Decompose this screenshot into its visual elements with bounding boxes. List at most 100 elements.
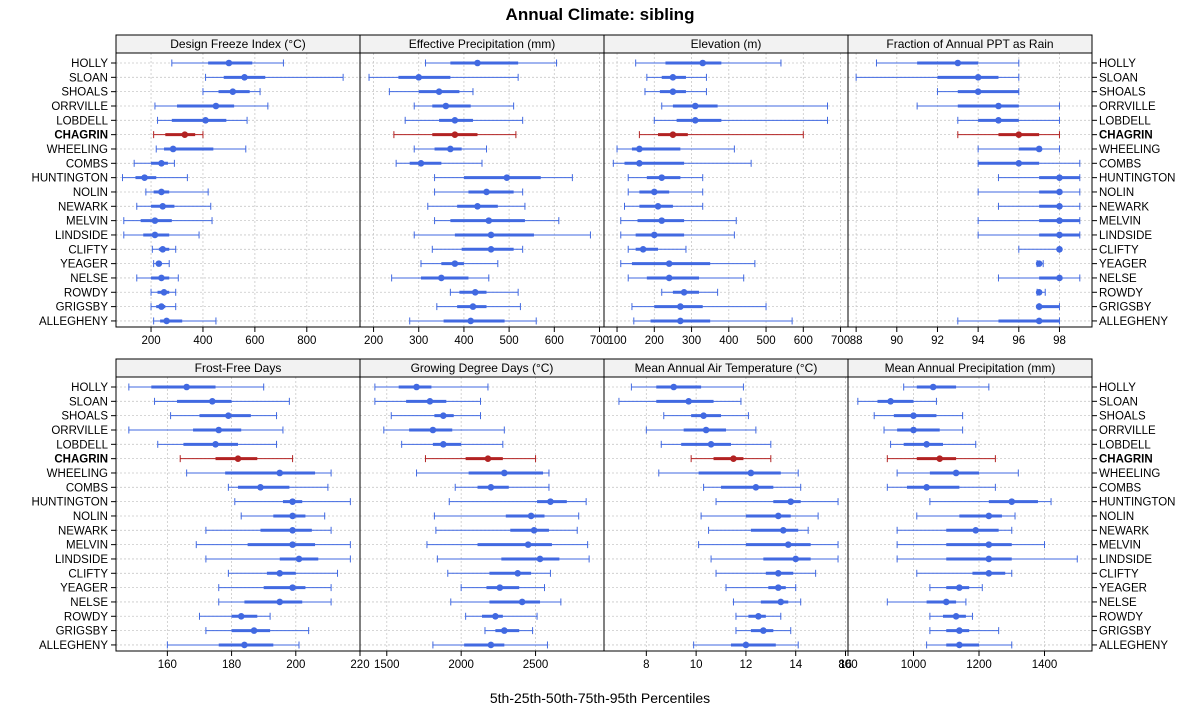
site-holly [374,383,489,391]
site-label-left: SHOALS [61,411,108,423]
site-sloan [618,397,742,405]
median-point [225,59,233,67]
site-label-left: ORRVILLE [51,425,108,437]
median-point [1035,260,1043,267]
site-lindside [620,231,735,239]
site-orrville [383,426,505,434]
site-melvin [426,541,589,549]
x-tick-label: 180 [222,659,241,671]
median-point [483,188,490,196]
median-point [440,412,447,419]
median-point [972,527,980,534]
x-tick-label: 200 [645,335,664,347]
median-point [151,231,159,239]
site-label-left: ORRVILLE [51,101,108,113]
median-point [669,131,677,138]
median-point [887,398,894,405]
site-label-right: ORRVILLE [1099,425,1156,437]
median-point [910,426,917,434]
site-label-right: HOLLY [1099,58,1136,70]
median-point [1056,274,1063,282]
median-point [501,627,508,634]
site-lobdell [890,440,977,448]
median-point [527,512,535,520]
site-rowdy [150,288,177,296]
site-holly [425,59,558,67]
site-chagrin [638,131,804,139]
site-label-left: LOBDELL [56,439,108,451]
site-label-left: MELVIN [66,216,108,228]
site-yeager [420,260,499,268]
site-combs [977,159,1081,167]
median-point [484,455,492,462]
site-allegheny [432,641,548,649]
median-point [1056,231,1063,239]
site-label-left: NOLIN [73,511,108,523]
median-point [792,555,800,563]
site-grigsby [631,303,767,311]
median-point [160,288,168,296]
x-tick-label: 88 [850,335,863,347]
site-label-left: LINDSIDE [55,230,108,242]
site-orrville [661,102,829,110]
median-point [241,74,248,81]
panel-title: Mean Annual Precipitation (mm) [885,361,1056,375]
median-point [1056,188,1063,196]
median-point [1056,174,1063,181]
median-point [639,245,647,253]
site-rowdy [661,288,719,296]
site-grigsby [484,627,534,635]
site-clifty [447,569,551,577]
site-yeager [153,260,170,268]
median-point [289,498,296,505]
median-point [700,412,707,419]
panel-design-freeze-index-c: Design Freeze Index (°C) 200 400 600 800 [115,34,361,347]
site-label-left: LOBDELL [56,115,108,127]
site-label-right: YEAGER [1099,583,1147,595]
site-lindside [436,555,590,563]
x-tick-label: 600 [245,335,264,347]
site-label-left: HUNTINGTON [32,173,108,185]
site-shoals [390,412,482,420]
site-allegheny [957,317,1060,325]
site-chagrin [690,455,772,463]
site-holly [875,59,1020,67]
site-lobdell [401,440,504,448]
median-point [1056,217,1063,224]
site-nolin [433,512,580,520]
site-label-left: WHEELING [47,144,108,156]
median-point [417,160,425,167]
x-tick-label: 160 [158,659,177,671]
site-rowdy [198,612,271,620]
site-clifty [715,569,817,577]
site-label-left: NELSE [70,597,108,609]
median-point [1035,145,1043,153]
median-point [702,426,710,434]
median-point [212,102,220,110]
site-clifty [227,569,339,577]
site-label-right: GRIGSBY [1099,626,1152,638]
median-point [1035,288,1043,296]
site-label-right: CLIFTY [1099,244,1139,256]
median-point [650,188,658,196]
median-point [985,555,993,563]
panel-mean-annual-air-temperature-c: Mean Annual Air Temperature (°C) 8 10 12 14 1… [603,358,852,671]
site-chagrin [179,455,294,463]
site-holly [171,59,284,67]
median-point [518,598,526,606]
x-tick-label: 500 [500,335,519,347]
median-point [442,102,450,110]
site-clifty [627,245,687,253]
median-point [747,469,755,477]
panel-border [847,52,1093,328]
site-lobdell [157,440,278,448]
site-allegheny [693,641,799,649]
site-clifty [916,569,1013,577]
site-label-right: CLIFTY [1099,568,1139,580]
median-point [974,88,982,95]
site-newark [896,526,1013,534]
panel-title: Mean Annual Air Temperature (°C) [635,361,818,375]
site-melvin [977,217,1081,225]
site-sloan [855,73,1020,81]
site-label-left: ALLEGHENY [39,640,108,652]
